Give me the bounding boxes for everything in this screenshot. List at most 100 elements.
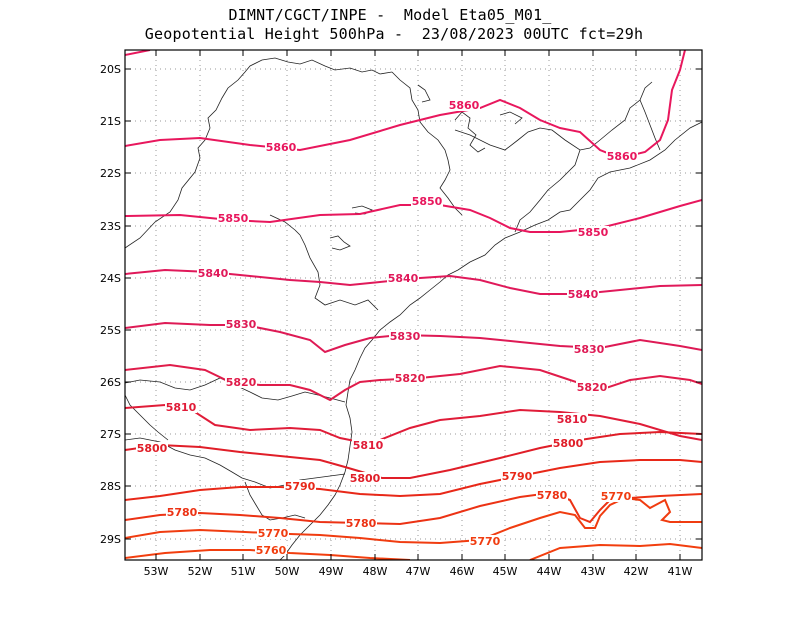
contour-label-bg <box>352 439 384 451</box>
state-border-mg-sp <box>391 71 463 216</box>
contour-label-bg <box>411 195 443 207</box>
state-border-mg-rj-es <box>454 81 653 151</box>
contour-label-bg <box>606 150 638 162</box>
contour-label-5840-a: 5840 <box>198 267 229 280</box>
lat-label-28S: 28S <box>100 480 121 493</box>
coastal-detail <box>499 111 523 125</box>
contour-label-5850-c: 5850 <box>578 226 609 239</box>
contour-5770 <box>125 496 702 545</box>
contour-5860-north <box>125 50 151 56</box>
state-border-rj <box>514 149 581 233</box>
contour-5860 <box>125 50 686 160</box>
contour-label-5860-b: 5860 <box>266 141 297 154</box>
contour-5760-east <box>529 542 702 560</box>
lon-label-53W: 53W <box>144 565 169 578</box>
contour-label-5820-a: 5820 <box>226 376 257 389</box>
contour-label-bg <box>573 343 605 355</box>
contour-label-bg <box>197 267 229 279</box>
contour-label-bg <box>265 141 297 153</box>
lat-label-21S: 21S <box>100 115 121 128</box>
latitude-labels: 20S 21S 22S 23S 24S 25S 26S 27S 28S 29S <box>100 63 121 546</box>
lat-label-22S: 22S <box>100 167 121 180</box>
island-detail <box>454 111 486 153</box>
lat-label-24S: 24S <box>100 272 121 285</box>
contour-label-bg <box>217 212 249 224</box>
contour-label-5810-c: 5810 <box>557 413 588 426</box>
map-title-line-2: Geopotential Height 500hPa - 23/08/2023 … <box>144 25 644 43</box>
contour-5850 <box>125 199 702 233</box>
contour-label-5830-c: 5830 <box>574 343 605 356</box>
contour-label-bg <box>165 401 197 413</box>
lon-label-52W: 52W <box>188 565 213 578</box>
lat-label-27S: 27S <box>100 428 121 441</box>
lon-label-42W: 42W <box>624 565 649 578</box>
contour-label-5770-a: 5770 <box>258 527 289 540</box>
contour-label-5790-b: 5790 <box>502 470 533 483</box>
contour-label-bg <box>225 376 257 388</box>
longitude-labels: 53W 52W 51W 50W 49W 48W 47W 46W 45W 44W 43W 42W 41W <box>144 565 693 578</box>
contour-label-bg <box>556 413 588 425</box>
contour-label-bg <box>257 527 289 539</box>
contour-label-5820-c: 5820 <box>577 381 608 394</box>
lon-label-51W: 51W <box>231 565 256 578</box>
contour-label-bg <box>166 506 198 518</box>
contour-label-bg <box>567 288 599 300</box>
contour-label-5850-b: 5850 <box>412 195 443 208</box>
reservoir-detail <box>329 235 351 251</box>
contour-label-5840-b: 5840 <box>388 272 419 285</box>
contour-label-bg <box>600 490 632 502</box>
contour-label-bg <box>469 535 501 547</box>
contour-label-5800-c: 5800 <box>553 437 584 450</box>
contour-label-5860-a: 5860 <box>449 99 480 112</box>
coastline-and-borders <box>125 57 702 560</box>
lon-label-44W: 44W <box>537 565 562 578</box>
contour-label-5830-a: 5830 <box>226 318 257 331</box>
map-frame <box>124 49 703 561</box>
lon-label-48W: 48W <box>363 565 388 578</box>
state-border-ms-pr <box>269 214 301 236</box>
lon-label-46W: 46W <box>450 565 475 578</box>
contour-label-5770-b: 5770 <box>470 535 501 548</box>
contour-label-bg <box>501 470 533 482</box>
contour-label-5810-b: 5810 <box>353 439 384 452</box>
contour-label-5780-c: 5780 <box>537 489 568 502</box>
contour-label-bg <box>394 372 426 384</box>
state-border-north <box>125 57 393 249</box>
contour-label-5780-b: 5780 <box>346 517 377 530</box>
lat-label-23S: 23S <box>100 220 121 233</box>
border-paraguay <box>125 394 169 441</box>
contour-label-bg <box>225 318 257 330</box>
lon-label-45W: 45W <box>493 565 518 578</box>
axis-ticks <box>125 50 702 560</box>
contour-label-bg <box>345 517 377 529</box>
state-border-pr-sc <box>125 377 346 403</box>
contour-label-bg <box>387 272 419 284</box>
contour-5790 <box>125 459 702 501</box>
contour-label-5760-a: 5760 <box>256 544 287 557</box>
contour-label-bg <box>389 330 421 342</box>
contour-label-5780-a: 5780 <box>167 506 198 519</box>
lon-label-41W: 41W <box>668 565 693 578</box>
contour-label-bg <box>255 544 287 556</box>
lat-label-20S: 20S <box>100 63 121 76</box>
contour-label-5800-b: 5800 <box>350 472 381 485</box>
contour-label-5860-c: 5860 <box>607 150 638 163</box>
state-border-sp-pr <box>299 234 379 311</box>
lat-lon-grid <box>125 50 702 560</box>
contour-label-5810-a: 5810 <box>166 401 197 414</box>
lat-label-25S: 25S <box>100 324 121 337</box>
geopotential-contours <box>125 50 702 560</box>
contour-label-bg <box>576 381 608 393</box>
lon-label-43W: 43W <box>581 565 606 578</box>
contour-label-5800-a: 5800 <box>137 442 168 455</box>
contour-label-bg <box>536 489 568 501</box>
lat-label-29S: 29S <box>100 533 121 546</box>
lon-label-47W: 47W <box>406 565 431 578</box>
contour-label-5790-a: 5790 <box>285 480 316 493</box>
lat-label-26S: 26S <box>100 376 121 389</box>
contour-label-bg <box>349 472 381 484</box>
lake-detail <box>417 84 431 103</box>
contour-label-bg <box>577 226 609 238</box>
contour-label-bg <box>284 480 316 492</box>
